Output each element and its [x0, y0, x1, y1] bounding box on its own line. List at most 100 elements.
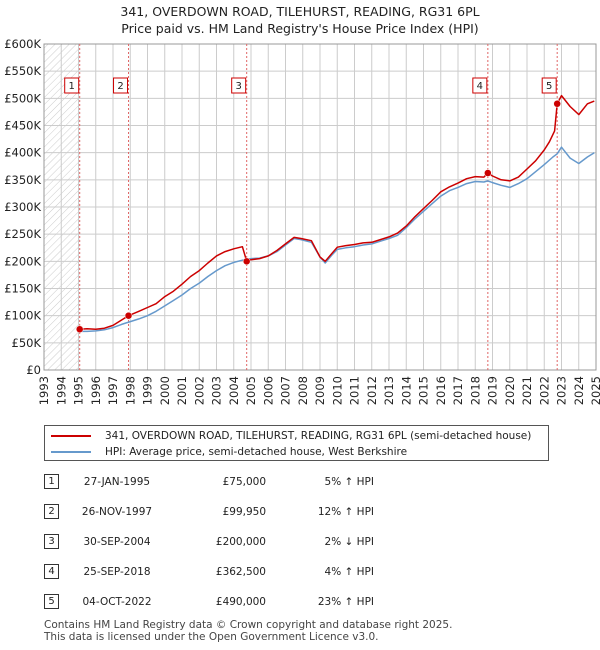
transaction-date: 30-SEP-2004 — [83, 536, 151, 548]
transaction-label: 5 — [546, 81, 552, 92]
transaction-price: £99,950 — [222, 506, 266, 518]
transaction-hpi: 23% ↑ HPI — [317, 596, 374, 608]
x-tick-label: 2015 — [417, 376, 431, 405]
x-tick-label: 2002 — [192, 376, 206, 405]
x-tick-label: 2005 — [244, 376, 258, 405]
transaction-badge: 4 — [44, 564, 59, 579]
transaction-date: 04-OCT-2022 — [82, 596, 152, 608]
plot-border — [43, 43, 597, 371]
x-tick-label: 2008 — [296, 376, 310, 405]
transaction-label: 2 — [117, 81, 123, 92]
table-row: 3 30-SEP-2004 £200,000 2% ↓ HPI — [44, 533, 384, 551]
x-tick-label: 2007 — [279, 376, 293, 405]
y-tick-label: £100K — [4, 309, 41, 323]
transaction-hpi: 12% ↑ HPI — [317, 506, 374, 518]
transaction-date: 25-SEP-2018 — [83, 566, 151, 578]
hpi-line — [79, 146, 595, 333]
x-tick-label: 2017 — [451, 376, 465, 405]
x-tick-label: 1997 — [106, 376, 120, 405]
y-tick-label: £600K — [4, 37, 41, 51]
x-tick-label: 2023 — [555, 376, 569, 405]
y-tick-label: £0 — [26, 363, 41, 377]
y-tick-label: £550K — [4, 64, 41, 78]
y-tick-label: £450K — [4, 119, 41, 133]
legend-label-property: 341, OVERDOWN ROAD, TILEHURST, READING, … — [105, 430, 532, 442]
x-tick-label: 2018 — [468, 376, 482, 405]
legend-label-hpi: HPI: Average price, semi-detached house,… — [105, 446, 408, 458]
table-row: 1 27-JAN-1995 £75,000 5% ↑ HPI — [44, 473, 384, 491]
x-tick-label: 2006 — [261, 376, 275, 405]
chart-legend: 341, OVERDOWN ROAD, TILEHURST, READING, … — [44, 425, 549, 461]
y-tick-label: £150K — [4, 282, 41, 296]
x-tick-label: 2009 — [313, 376, 327, 405]
transaction-point — [124, 311, 133, 320]
transaction-label-box — [541, 77, 557, 94]
transaction-badge: 5 — [44, 594, 59, 609]
transaction-point — [553, 100, 561, 108]
transaction-hpi: 4% ↑ HPI — [324, 566, 374, 578]
transaction-label: 4 — [477, 81, 483, 92]
x-tick-label: 1993 — [37, 376, 51, 405]
table-row: 2 26-NOV-1997 £99,950 12% ↑ HPI — [44, 503, 384, 521]
chart-title: 341, OVERDOWN ROAD, TILEHURST, READING, … — [0, 3, 600, 37]
transaction-label: 3 — [236, 81, 242, 92]
y-tick-label: £400K — [4, 146, 41, 160]
x-tick-label: 2000 — [158, 376, 172, 405]
transaction-label: 1 — [69, 81, 75, 92]
transaction-date: 26-NOV-1997 — [81, 506, 153, 518]
y-tick-label: £50K — [12, 336, 42, 350]
x-tick-label: 2003 — [210, 376, 224, 405]
x-tick-label: 2024 — [572, 376, 586, 405]
x-tick-label: 2022 — [537, 376, 551, 405]
x-tick-label: 1994 — [54, 376, 68, 405]
x-tick-label: 2019 — [486, 376, 500, 405]
legend-swatch-property — [51, 435, 91, 437]
x-tick-label: 2016 — [434, 376, 448, 405]
transaction-point — [75, 325, 84, 333]
x-tick-label: 1995 — [72, 376, 86, 405]
footer: Contains HM Land Registry data © Crown c… — [44, 619, 452, 643]
y-tick-label: £250K — [4, 227, 41, 241]
chart-title-line1: 341, OVERDOWN ROAD, TILEHURST, READING, … — [120, 4, 480, 19]
x-tick-label: 2010 — [330, 376, 344, 405]
x-tick-label: 2012 — [365, 376, 379, 405]
transaction-hpi: 2% ↓ HPI — [324, 536, 374, 548]
transaction-label-box — [231, 77, 247, 94]
y-tick-label: £500K — [4, 91, 41, 105]
chart-title-line2: Price paid vs. HM Land Registry's House … — [121, 21, 479, 36]
legend-swatch-hpi — [51, 451, 91, 453]
property-price-line — [79, 94, 595, 331]
transaction-badge: 2 — [44, 504, 59, 519]
transaction-point — [484, 169, 492, 177]
transaction-label-box — [64, 77, 80, 94]
x-tick-label: 2011 — [348, 376, 362, 405]
table-row: 5 04-OCT-2022 £490,000 23% ↑ HPI — [44, 593, 384, 611]
legend-item-hpi: HPI: Average price, semi-detached house,… — [51, 444, 407, 460]
x-tick-label: 1996 — [89, 376, 103, 405]
x-tick-label: 1998 — [123, 376, 137, 405]
price-chart: £0 £50K £100K £150K £200K £250K £300K £350K £400… — [4, 37, 600, 405]
x-tick-label: 2025 — [589, 376, 600, 405]
transaction-point — [242, 257, 251, 266]
table-row: 4 25-SEP-2018 £362,500 4% ↑ HPI — [44, 563, 384, 581]
footer-licence: This data is licensed under the Open Gov… — [44, 631, 379, 643]
transaction-price: £75,000 — [222, 476, 266, 488]
transaction-price: £200,000 — [215, 536, 266, 548]
transaction-label-box — [113, 77, 129, 94]
x-tick-label: 2013 — [382, 376, 396, 405]
y-tick-label: £300K — [4, 200, 41, 214]
x-tick-label: 2021 — [520, 376, 534, 405]
legend-item-property: 341, OVERDOWN ROAD, TILEHURST, READING, … — [51, 428, 531, 444]
x-tick-label: 2020 — [503, 376, 517, 405]
x-tick-label: 2001 — [175, 376, 189, 405]
transaction-badge: 3 — [44, 534, 59, 549]
x-tick-label: 1999 — [141, 376, 155, 405]
footer-copyright: Contains HM Land Registry data © Crown c… — [44, 619, 453, 631]
transaction-date: 27-JAN-1995 — [83, 476, 151, 488]
transaction-badge: 1 — [44, 474, 59, 489]
transaction-hpi: 5% ↑ HPI — [324, 476, 374, 488]
y-tick-label: £350K — [4, 173, 41, 187]
transaction-label-box — [472, 77, 488, 94]
x-tick-label: 2004 — [227, 376, 241, 405]
transaction-price: £362,500 — [215, 566, 266, 578]
